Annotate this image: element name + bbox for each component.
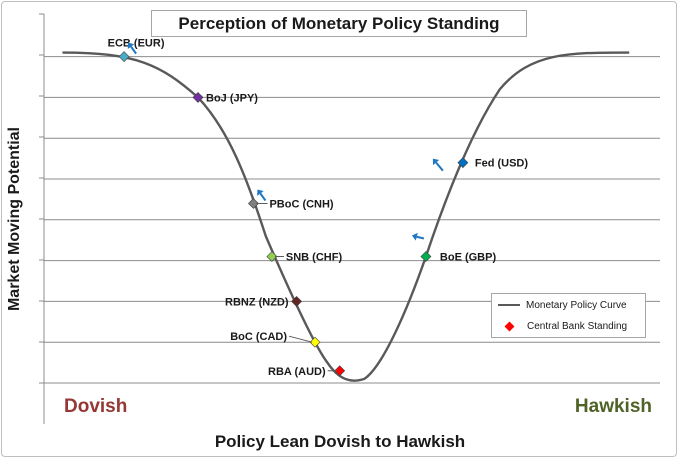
legend-line-swatch [498, 304, 520, 306]
x-axis-label: Policy Lean Dovish to Hawkish [214, 432, 466, 451]
label-fed: Fed (USD) [475, 158, 529, 170]
label-rbnz: RBNZ (NZD) [225, 296, 289, 308]
marker-ecb [118, 51, 130, 63]
direction-arrow [130, 46, 137, 55]
label-boc: BoC (CAD) [230, 331, 287, 343]
direction-arrowhead [257, 189, 264, 196]
label-boe: BoE (GBP) [440, 252, 497, 264]
direction-arrowhead [127, 42, 135, 49]
label-pboc: PBoC (CNH) [269, 198, 333, 210]
direction-arrow [416, 235, 425, 240]
legend-entry-curve: Monetary Policy Curve [498, 298, 627, 312]
monetary-policy-curve [62, 51, 630, 382]
label-rba: RBA (AUD) [268, 366, 326, 378]
direction-arrowhead [411, 232, 418, 241]
marker-boj [192, 91, 204, 103]
legend-diamond-swatch [504, 321, 515, 331]
legend-label-curve: Monetary Policy Curve [526, 299, 627, 311]
label-boj: BoJ (JPY) [206, 92, 258, 104]
marker-rbnz [291, 295, 302, 307]
label-ecb: ECB (EUR) [108, 38, 165, 50]
marker-pboc [248, 198, 259, 209]
marker-snb [266, 251, 278, 262]
chart-title: Perception of Monetary Policy Standing [151, 10, 527, 37]
marker-boc [309, 336, 321, 348]
y-axis-label: Market Moving Potential [6, 126, 23, 312]
direction-arrowhead [432, 158, 440, 166]
hawkish-annotation: Hawkish [574, 396, 652, 417]
marker-boe [420, 251, 432, 262]
legend-label-standing: Central Bank Standing [527, 320, 628, 332]
dovish-annotation: Dovish [64, 396, 128, 417]
marker-rba [334, 365, 346, 377]
direction-arrow [259, 192, 267, 202]
leader-line [288, 335, 313, 343]
direction-arrow [435, 161, 444, 172]
legend-entry-standing: Central Bank Standing [498, 319, 627, 333]
label-snb: SNB (CHF) [286, 252, 343, 264]
chart-legend: Monetary Policy Curve Central Bank Stand… [491, 293, 646, 338]
marker-fed [457, 157, 469, 169]
